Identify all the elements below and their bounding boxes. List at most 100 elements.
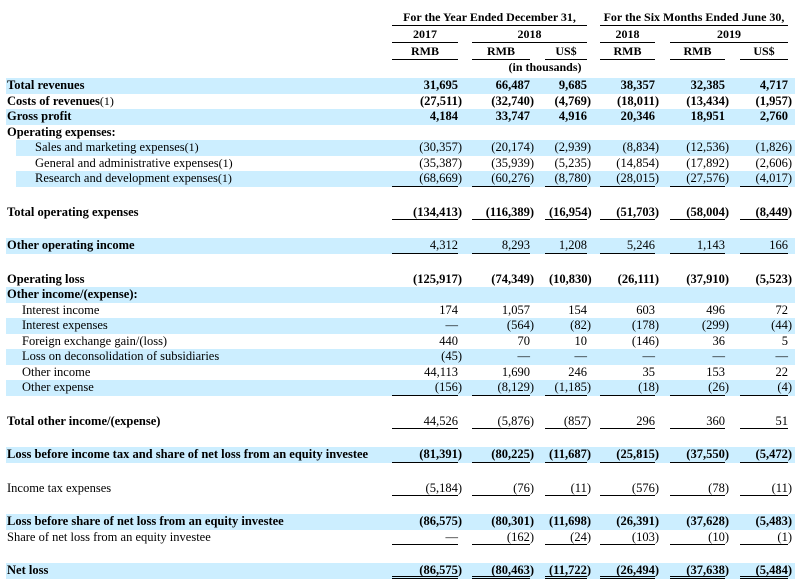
value-cell: (1,826): [740, 140, 792, 156]
value-cell: (5,235): [545, 156, 591, 172]
table-row: Operating loss (125,917) (74,349) (10,830) (…: [6, 272, 795, 288]
value-text: (76): [513, 480, 534, 495]
value-cell: (81,391): [392, 447, 462, 463]
value-text: —: [445, 318, 459, 332]
value-text: (5,483): [755, 514, 792, 528]
value-text: (26,494): [616, 563, 659, 577]
value-text: (8,129): [497, 380, 534, 394]
value-cell: (8,129): [472, 380, 534, 396]
row-label-text: Loss before share of net loss from an eq…: [7, 514, 284, 528]
value-text: 1,690: [501, 364, 530, 379]
value-text: (20,174): [491, 140, 534, 154]
value-text: 22: [775, 364, 789, 379]
value-cell: (1): [740, 530, 792, 545]
header-label-spacer: [6, 9, 392, 26]
value-cell: (27,511): [392, 94, 462, 110]
value-cell: (76): [472, 481, 534, 496]
value-cell: (11): [545, 481, 591, 496]
table-row: Total other income/(expense) 44,526 (5,876…: [6, 413, 795, 429]
row-label-text: Other income/(expense):: [7, 287, 138, 301]
value-cell: (156): [392, 380, 462, 396]
header-label-spacer: [6, 61, 392, 75]
row-label: Other income: [6, 365, 392, 381]
value-text: (8,834): [622, 140, 659, 154]
currency-label: RMB: [600, 45, 655, 60]
row-label: Sales and marketing expenses(1): [16, 140, 392, 156]
table-row: Foreign exchange gain/(loss) 440 70 10 (146)…: [6, 334, 795, 350]
value-text: (45): [441, 349, 462, 363]
value-text: (11): [771, 480, 792, 495]
footnote-marker: (1): [218, 155, 233, 170]
value-text: 20,346: [620, 109, 655, 123]
value-cell: (74,349): [472, 272, 534, 288]
value-cell: —: [472, 349, 531, 365]
value-cell: (20,174): [472, 140, 534, 156]
value-cell: (103): [600, 530, 659, 545]
value-cell: [545, 125, 587, 141]
value-cell: (116,389): [472, 205, 534, 220]
table-header: For the Year Ended December 31, For the …: [0, 0, 800, 75]
value-text: (576): [631, 480, 659, 495]
value-cell: —: [740, 349, 789, 365]
value-text: 9,685: [558, 78, 587, 92]
row-label-text: Sales and marketing expenses: [35, 140, 185, 154]
row-label-text: Other expense: [22, 380, 94, 394]
value-text: (11): [570, 480, 591, 495]
value-cell: (4,017): [740, 171, 792, 187]
currency-label: US$: [545, 45, 587, 60]
value-text: 32,385: [690, 78, 725, 92]
value-cell: (4): [740, 380, 792, 396]
row-label-text: Research and development expenses: [35, 171, 218, 185]
value-cell: 10: [545, 334, 588, 350]
value-cell: 174: [392, 303, 458, 319]
value-cell: (27,576): [670, 171, 729, 187]
value-cell: [670, 287, 725, 303]
row-label: Interest expenses: [6, 318, 392, 334]
value-cell: (51,703): [600, 205, 659, 220]
value-text: (116,389): [485, 204, 534, 219]
currency-row: RMB RMB US$ RMB RMB US$: [6, 45, 795, 60]
value-cell: —: [670, 349, 726, 365]
value-text: (564): [506, 318, 534, 332]
value-text: (78): [708, 480, 729, 495]
row-label-text: Interest income: [22, 302, 100, 317]
value-text: 38,357: [620, 78, 655, 92]
value-text: 18,951: [690, 109, 725, 123]
value-text: (37,550): [686, 447, 729, 461]
table-row: Total operating expenses (134,413) (116,38…: [6, 205, 795, 220]
value-text: (26): [708, 380, 729, 394]
value-text: (10,830): [549, 271, 592, 286]
value-cell: 9,685: [545, 78, 587, 94]
table-row: Other operating income 4,312 8,293 1,208 5,2…: [6, 238, 795, 254]
value-cell: 38,357: [600, 78, 655, 94]
value-text: —: [574, 349, 588, 363]
value-cell: 154: [545, 303, 587, 319]
row-label: Loss on deconsolidation of subsidiaries: [6, 349, 392, 365]
value-text: (14,854): [616, 155, 659, 170]
footnote-marker: (1): [99, 93, 114, 108]
value-text: 44,526: [423, 413, 458, 428]
value-text: (8,780): [554, 171, 591, 185]
value-text: 33,747: [495, 109, 530, 123]
value-cell: (44): [740, 318, 792, 334]
value-cell: [600, 287, 655, 303]
row-label-text: Loss before income tax and share of net …: [7, 447, 369, 461]
value-text: (5,484): [755, 563, 792, 577]
value-text: (74,349): [491, 271, 534, 286]
value-cell: (82): [545, 318, 591, 334]
value-cell: —: [392, 530, 458, 545]
value-cell: (86,575): [392, 563, 462, 579]
value-text: (30,357): [419, 140, 462, 154]
value-cell: (8,780): [545, 171, 591, 187]
value-text: (4): [777, 380, 792, 394]
value-text: 496: [706, 302, 725, 317]
spacer-row: [6, 254, 795, 272]
value-cell: (35,939): [472, 156, 534, 172]
value-text: 1,057: [501, 302, 530, 317]
value-text: (103): [631, 529, 659, 544]
value-cell: 32,385: [670, 78, 725, 94]
value-text: 35: [642, 364, 656, 379]
value-cell: (5,523): [740, 272, 792, 288]
value-text: 4,184: [429, 109, 458, 123]
value-cell: 4,916: [545, 109, 587, 125]
